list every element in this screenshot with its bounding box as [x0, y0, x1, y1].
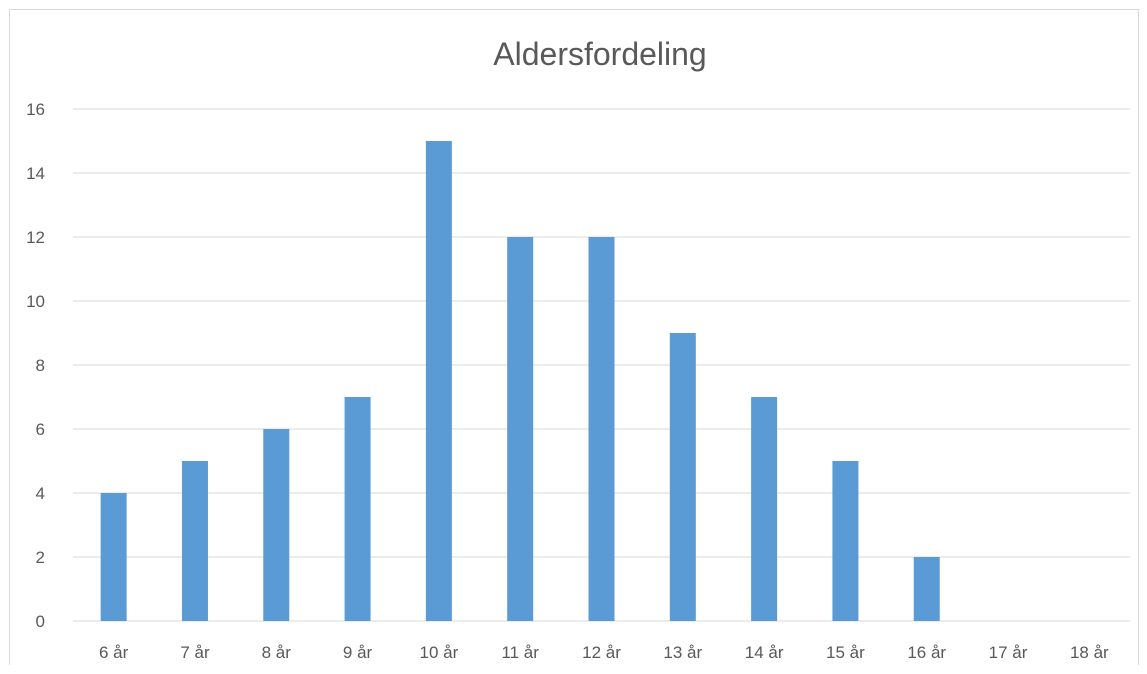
- bar-11: [913, 557, 940, 621]
- bar-10: [832, 461, 859, 621]
- bar-1: [100, 493, 127, 621]
- x-tick-label: 12 år: [582, 643, 621, 662]
- x-tick-label: 17 år: [989, 643, 1028, 662]
- bar-3: [263, 429, 290, 621]
- x-tick-label: 16 år: [907, 643, 946, 662]
- x-tick-label: 15 år: [826, 643, 865, 662]
- bar-4: [344, 397, 371, 621]
- y-tick-label: 6: [36, 420, 45, 439]
- x-tick-label: 13 år: [663, 643, 702, 662]
- y-tick-label: 0: [36, 612, 45, 631]
- x-tick-label: 14 år: [745, 643, 784, 662]
- x-tick-label: 8 år: [262, 643, 292, 662]
- y-tick-label: 10: [26, 292, 45, 311]
- x-tick-label: 11 år: [501, 643, 539, 662]
- y-tick-label: 8: [36, 356, 45, 375]
- bar-6: [507, 237, 534, 621]
- bar-2: [181, 461, 208, 621]
- x-tick-label: 9 år: [343, 643, 373, 662]
- y-tick-label: 16: [26, 100, 45, 119]
- y-tick-label: 4: [36, 484, 45, 503]
- bars: [100, 141, 940, 621]
- y-tick-label: 14: [26, 164, 45, 183]
- chart-frame: [9, 9, 1139, 665]
- bar-9: [751, 397, 778, 621]
- x-tick-label: 10 år: [420, 643, 459, 662]
- chart-title: Aldersfordeling: [493, 36, 707, 72]
- x-axis-ticks: 6 år 7 år 8 år 9 år 10 år 11 år 12 år 13 år 14 å…: [99, 643, 1109, 662]
- bar-8: [669, 333, 696, 621]
- y-tick-label: 2: [36, 548, 45, 567]
- y-tick-label: 12: [26, 228, 45, 247]
- bar-7: [588, 237, 615, 621]
- bar-5: [425, 141, 452, 621]
- x-tick-label: 7 år: [180, 643, 210, 662]
- x-tick-label: 6 år: [99, 643, 129, 662]
- x-tick-label: 18 år: [1070, 643, 1109, 662]
- y-axis-ticks: 0 2 4 6 8 10 12 14 16: [26, 100, 45, 631]
